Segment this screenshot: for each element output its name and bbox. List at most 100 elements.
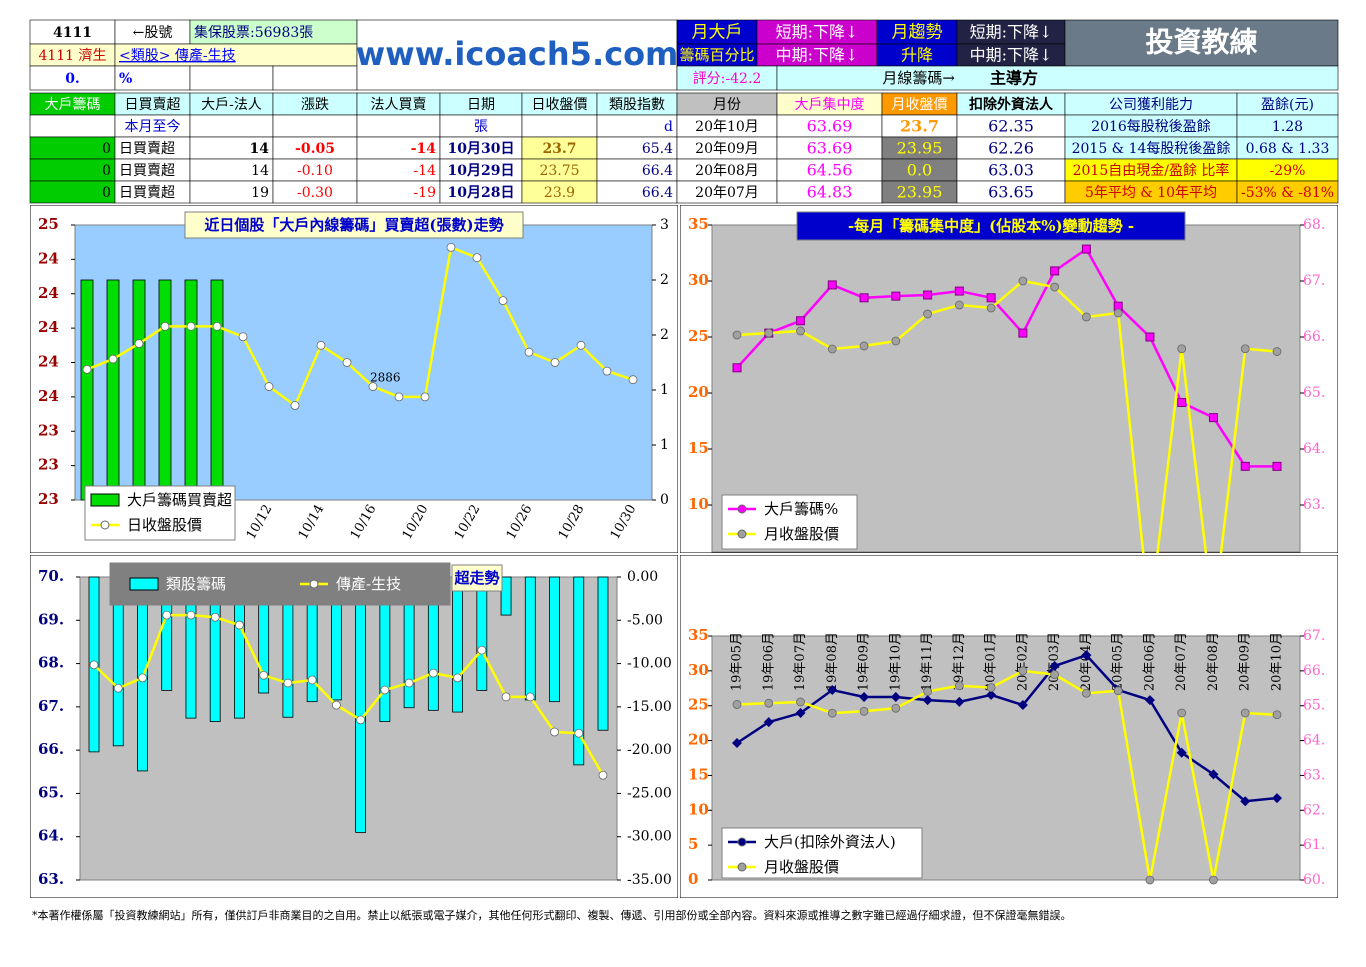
cell [114,19,191,45]
chart-panel: 63. 64. 65. 66. 67. 68. 69. 70. 0.00 -5.00 -10.00 -… [30,555,678,898]
cell-text: 中期:下降↓ [776,46,859,65]
marker [428,668,438,678]
marker [859,341,869,351]
cell-text: 23.9 [544,185,575,201]
y-tick-label: 20 [688,731,709,749]
bar [549,576,560,703]
column-header: 大戶-法人 [201,97,262,113]
y-tick-label: 30 [688,271,709,289]
y-tick-label: 5 [688,835,698,853]
marker [732,363,742,373]
legend-label: 大戶籌碼買賣超 [127,491,232,509]
marker [113,683,123,693]
cell-text: 5年平均 & 10年平均 [1085,185,1217,201]
column-header: 扣除外資法人 [969,96,1054,113]
x-tick-label: 19年08月 [825,632,840,691]
marker [316,340,326,350]
marker [986,689,997,700]
cell [1064,19,1339,67]
marker [891,336,901,346]
legend-label: 大戶(扣除外資法人) [764,833,896,851]
y-tick-label: 30 [688,661,709,679]
marker [1272,710,1282,720]
x-tick-label: 19年07月 [793,632,808,691]
marker [1240,461,1250,471]
marker [160,322,170,331]
marker [602,366,612,376]
line [736,247,1277,468]
marker [732,330,742,340]
y-tick-label: 0 [688,870,698,888]
column-header: 公司獲利能力 [1109,97,1193,113]
cell-text: 0 [102,163,111,179]
cell [756,19,878,45]
bar [597,576,609,731]
y2-tick-label: 67. [1303,628,1325,644]
cell [776,65,1339,91]
marker [1113,308,1123,318]
marker [186,610,196,620]
legend-label: 類股籌碼 [166,575,226,593]
cell-text: 評分:-42.2 [693,71,762,87]
cell-text: 本月至今 [125,119,181,135]
stock-code: 4111 [53,25,92,41]
marker [446,242,456,252]
logo: 投資教練 [1145,26,1257,59]
marker [891,291,901,301]
marker [1082,688,1091,698]
marker [283,678,293,688]
marker [498,296,508,306]
cell-text: 日買賣超 [119,185,175,201]
marker [342,358,352,367]
marker [1049,660,1060,671]
marker [259,670,269,680]
marker [212,322,222,331]
marker [1113,686,1123,696]
chart-title: 超走勢 [453,569,499,587]
marker [1240,796,1251,807]
marker [628,375,638,385]
cell-text: -0.05 [295,141,335,157]
marker [550,727,559,737]
marker [1050,266,1060,276]
cell-text: 主導方 [990,69,1038,88]
y-tick-label: 67. [38,697,64,715]
marker [954,696,965,707]
y2-tick-label: -10.00 [627,656,672,672]
y-tick-label: 25 [38,215,59,233]
cell-text: 1.28 [1272,119,1303,135]
cell-text: 籌碼百分比 [679,46,754,64]
y-tick-label: 68. [38,654,64,672]
marker [1176,747,1187,758]
marker [420,392,430,402]
marker [1050,670,1060,680]
cell-text: 0 [102,141,111,157]
marker [796,697,805,707]
marker [356,715,366,725]
x-tick-label: 20年02月 [1015,632,1030,691]
marker [574,728,584,738]
y-tick-label: 24 [38,353,59,371]
marker [598,770,608,780]
y2-tick-label: 68. [1303,217,1325,233]
cell-text: 0 [102,185,111,201]
marker [732,738,742,749]
marker [138,673,147,683]
cell-text: 張 [474,119,488,135]
y2-tick-label: 64. [1303,441,1325,457]
legend-swatch [129,577,159,591]
y2-tick-label: 65. [1303,385,1325,401]
y2-tick-label: 63. [1303,497,1325,513]
y2-tick-label: 2 [660,327,669,343]
cell-text: 23.95 [897,183,943,202]
marker [1272,461,1282,471]
y-tick-label: 25 [688,327,709,345]
cell-text: d [664,119,673,135]
cell-text: 月線籌碼→ [882,69,955,87]
y-tick-label: 15 [688,765,709,783]
line [86,245,634,408]
title-box [451,564,503,592]
cell [676,65,778,91]
cell [114,65,191,91]
